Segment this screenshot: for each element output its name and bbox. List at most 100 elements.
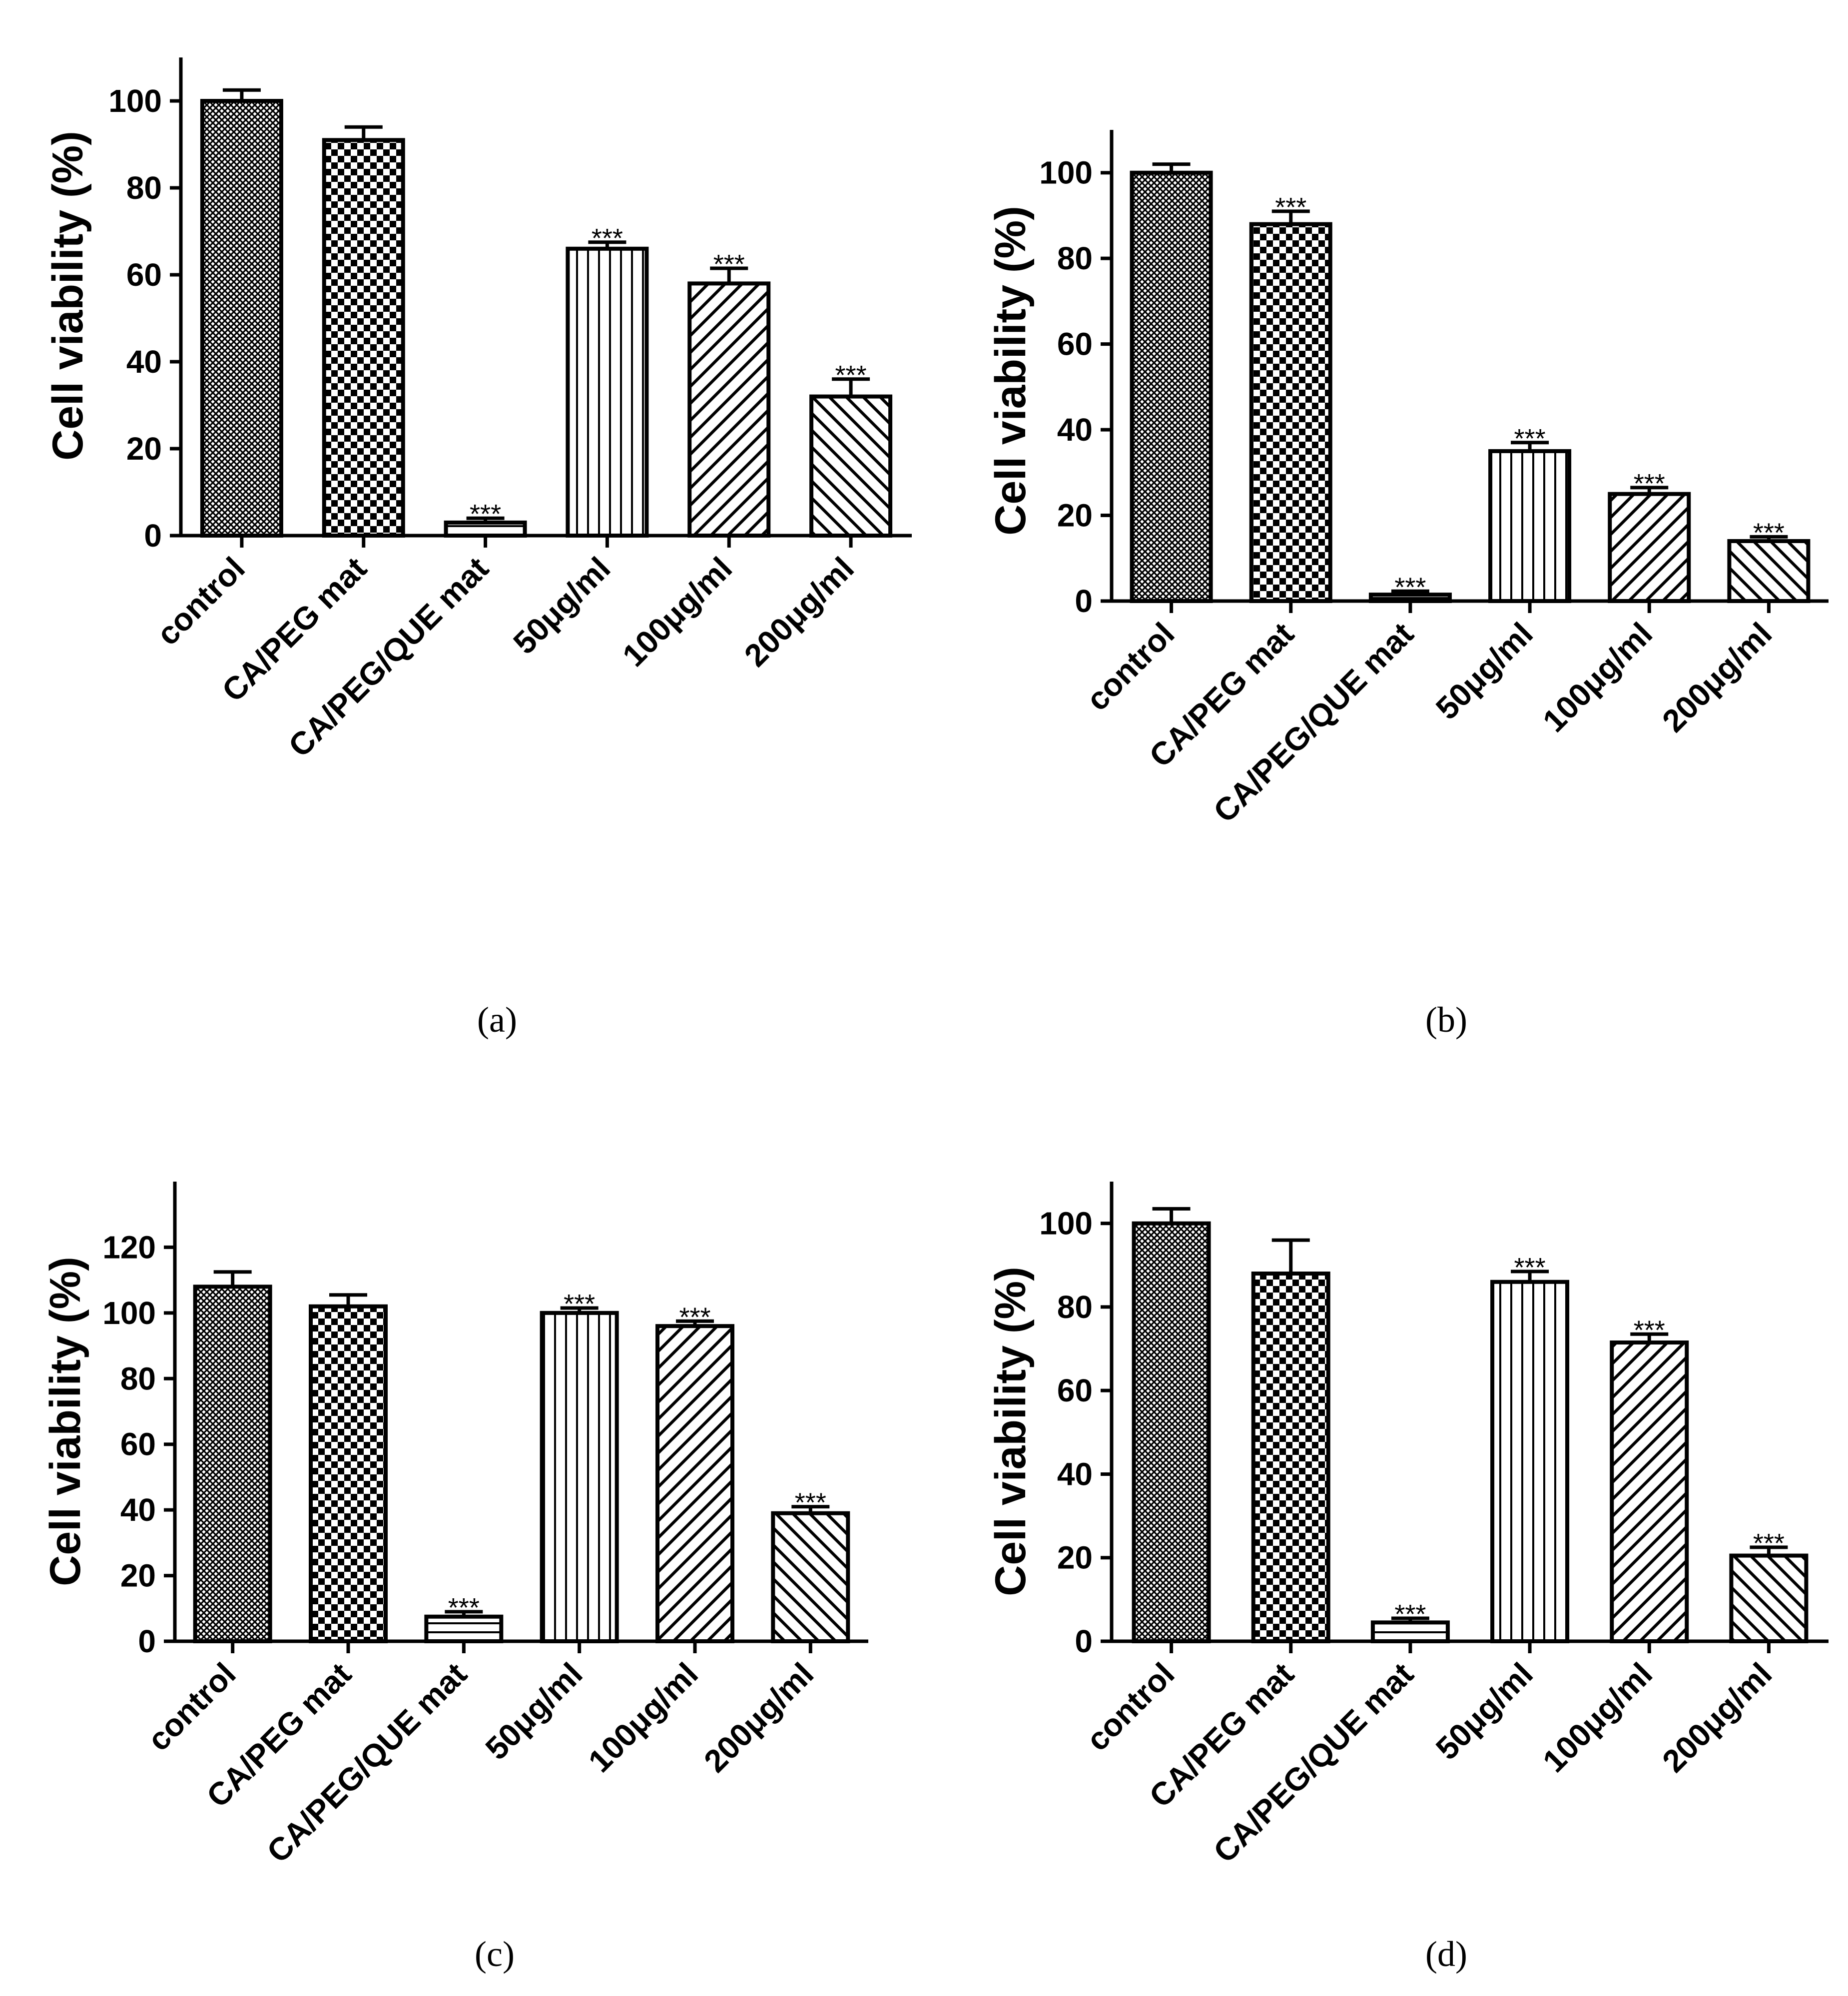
x-tick-label: 200μg/ml [737,550,861,673]
bar-100ug-ml [655,1324,734,1643]
bar-200ug-ml [809,394,893,538]
significance-marker: *** [1514,1253,1546,1283]
significance-marker: *** [1514,424,1546,454]
x-tick-label: 100μg/ml [1536,1656,1659,1779]
panel-b: Cell viability (%) (b) 0 20 40 60 80 100 contr… [987,130,1829,1040]
significance-marker: *** [795,1488,826,1518]
bar-ca-peg-mat [309,1304,388,1644]
bar-100ug-ml [1608,492,1691,603]
significance-marker: *** [564,1289,595,1319]
significance-marker: *** [835,360,867,390]
bar-100ug-ml [687,281,771,538]
bar-50ug-ml [566,246,649,538]
bar-50ug-ml [1488,449,1572,603]
x-tick-label: 100μg/ml [582,1656,705,1779]
y-tick-label: 60 [126,257,162,293]
y-tick-label: 100 [102,1295,156,1331]
y-tick-label: 20 [1057,1540,1093,1576]
panel-label: (b) [1425,1000,1467,1040]
x-tick-label: 50μg/ml [1429,1656,1540,1767]
panel-label: (a) [477,1000,517,1040]
x-tick-label: CA/PEG/QUE mat [1207,616,1420,829]
x-tick-label: CA/PEG/QUE mat [281,550,495,764]
y-axis-label: Cell viability (%) [44,131,92,461]
bar-control [193,1285,272,1643]
x-tick-label: 50μg/ml [1429,616,1540,726]
y-tick-label: 0 [144,518,162,554]
bar-control [1130,170,1213,603]
x-tick-label: 200μg/ml [1655,1656,1779,1779]
y-tick-label: 100 [1039,1206,1093,1242]
bar-ca-peg-mat [1251,1272,1330,1643]
bar-ca-peg-mat [1249,222,1332,604]
bar-control [200,99,283,538]
x-tick-label: CA/PEG/QUE mat [1207,1656,1420,1870]
significance-marker: *** [713,249,745,279]
x-tick-label: 200μg/ml [1655,616,1779,739]
x-tick-label: 50μg/ml [506,550,617,661]
y-tick-label: 60 [120,1426,156,1462]
panel-label: (c) [475,1934,515,1974]
y-tick-label: 40 [126,344,162,380]
significance-marker: *** [1634,1315,1665,1345]
significance-marker: *** [1753,518,1785,548]
significance-marker: *** [1634,469,1665,499]
y-tick-label: 20 [126,431,162,467]
x-tick-label: control [1079,1656,1181,1758]
significance-marker: *** [592,223,623,253]
panel-c: Cell viability (%) (c) 0 20 40 60 80 100 120 co… [41,1182,868,1974]
y-tick-label: 0 [1075,583,1093,619]
bar-50ug-ml [540,1311,619,1644]
y-axis-label: Cell viability (%) [41,1257,89,1586]
bar-100ug-ml [1610,1340,1689,1643]
y-tick-label: 20 [1057,498,1093,534]
y-tick-label: 120 [102,1229,156,1265]
significance-marker: *** [470,499,501,529]
panel-label: (d) [1425,1934,1467,1974]
x-tick-label: control [1079,616,1181,717]
y-tick-label: 40 [120,1492,156,1528]
y-tick-label: 20 [120,1558,156,1594]
y-tick-label: 40 [1057,1456,1093,1492]
bar-50ug-ml [1490,1280,1570,1643]
significance-marker: *** [1394,1599,1426,1629]
bar-control [1132,1221,1211,1644]
y-tick-label: 60 [1057,326,1093,362]
significance-marker: *** [1753,1528,1785,1558]
y-tick-label: 60 [1057,1372,1093,1408]
x-tick-label: 100μg/ml [616,550,739,673]
y-axis-label: Cell viability (%) [987,1267,1035,1596]
bar-200ug-ml [771,1511,850,1644]
significance-marker: *** [448,1593,480,1623]
y-tick-label: 80 [126,170,162,206]
y-tick-label: 0 [138,1623,156,1659]
y-tick-label: 80 [1057,1289,1093,1325]
x-tick-label: control [150,550,252,652]
y-tick-label: 100 [108,83,162,119]
x-tick-label: 50μg/ml [479,1656,590,1767]
y-tick-label: 80 [120,1360,156,1396]
significance-marker: *** [1275,192,1306,222]
y-tick-label: 80 [1057,240,1093,276]
bar-ca-peg-mat [322,138,405,538]
bar-200ug-ml [1729,1553,1809,1643]
y-tick-label: 40 [1057,412,1093,448]
x-tick-label: CA/PEG/QUE mat [260,1656,474,1870]
panel-a: Cell viability (%) (a) 0 20 40 60 80 100 contr… [44,57,912,1040]
bar-200ug-ml [1727,539,1811,603]
y-tick-label: 0 [1075,1623,1093,1659]
panel-d: Cell viability (%) (d) 0 20 40 60 80 100 contr… [987,1182,1829,1974]
bar-ca-peg-que-mat [424,1614,504,1644]
y-axis-label: Cell viability (%) [987,206,1035,536]
y-tick-label: 100 [1039,155,1093,191]
significance-marker: *** [1394,572,1426,602]
x-tick-label: control [140,1656,242,1758]
x-tick-label: 200μg/ml [697,1656,820,1779]
x-tick-label: 100μg/ml [1536,616,1659,739]
significance-marker: *** [679,1302,710,1332]
